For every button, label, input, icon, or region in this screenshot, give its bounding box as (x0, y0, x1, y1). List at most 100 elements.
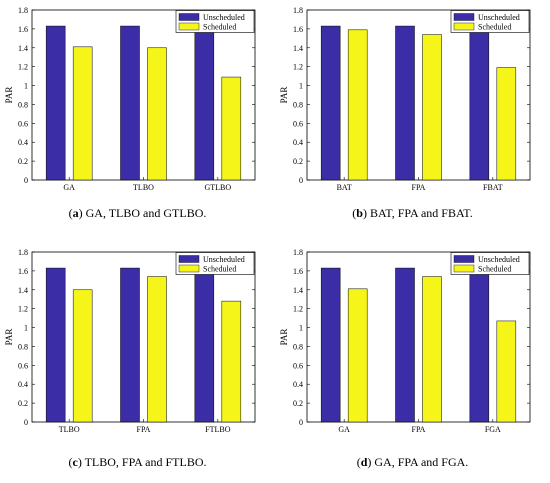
y-tick-label: 0.8 (293, 100, 303, 109)
y-tick-label: 1 (299, 324, 303, 333)
y-tick-label: 0 (24, 176, 28, 185)
y-tick-label: 1.6 (18, 25, 28, 34)
x-tick-label: FBAT (483, 183, 503, 192)
y-tick-label: 0 (24, 418, 28, 427)
x-tick-label: FPA (412, 425, 426, 434)
legend-swatch-scheduled (453, 264, 475, 273)
caption-text: GA, TLBO and GTLBO. (85, 206, 207, 220)
bar-scheduled-fpa (422, 34, 442, 181)
bar-scheduled-bat (347, 29, 368, 181)
legend-swatch-scheduled (453, 22, 475, 31)
x-tick-label: FTLBO (205, 425, 231, 434)
chart-panel-d: 0 0.2 0.4 0.6 0.8 1 1.2 1.4 1.6 1.8 PAR GA FPA FGA Uns… (275, 242, 550, 483)
y-tick-label: 1.4 (293, 44, 303, 53)
y-tick-label: 1.6 (293, 267, 303, 276)
x-tick-label: FPA (412, 183, 426, 192)
y-tick-label: 0.6 (18, 119, 28, 128)
x-tick-label: TLBO (133, 183, 154, 192)
legend-swatch-scheduled (178, 22, 200, 31)
x-tick-label: FPA (137, 425, 151, 434)
chart-b: 0 0.2 0.4 0.6 0.8 1 1.2 1.4 1.6 1.8 PAR BAT FPA FBAT U… (279, 6, 531, 192)
legend-swatch-scheduled (178, 264, 200, 273)
y-tick-label: 0.2 (293, 157, 303, 166)
plot-frame (306, 251, 531, 423)
y-tick-label: 1.2 (293, 305, 303, 314)
caption-tag: b (356, 206, 363, 220)
y-axis-label: PAR (279, 87, 289, 104)
legend-swatch-unscheduled (453, 255, 475, 263)
y-tick-label: 1.8 (293, 248, 303, 257)
y-axis-label: PAR (279, 329, 289, 346)
bar-unscheduled-tlbo (120, 25, 140, 181)
chart-panel-c: 0 0.2 0.4 0.6 0.8 1 1.2 1.4 1.6 1.8 PAR TLBO FPA FTLB… (0, 242, 275, 483)
bar-unscheduled-ga (45, 25, 66, 181)
y-tick-label: 0.8 (18, 100, 28, 109)
bar-scheduled-fbat (496, 67, 517, 181)
x-tick-label: GA (63, 183, 75, 192)
x-tick-label: BAT (337, 183, 352, 192)
y-tick-label: 1.4 (293, 286, 303, 295)
chart-d: 0 0.2 0.4 0.6 0.8 1 1.2 1.4 1.6 1.8 PAR GA FPA FGA Uns… (279, 248, 531, 434)
y-tick-label: 1.8 (18, 6, 28, 15)
bar-unscheduled-gtlbo (194, 25, 215, 181)
caption-a: (a) GA, TLBO and GTLBO. (68, 206, 207, 220)
y-tick-label: 0 (299, 418, 303, 427)
x-tick-label: FGA (485, 425, 501, 434)
y-axis-label: PAR (4, 329, 14, 346)
bar-unscheduled-fpa (395, 267, 415, 423)
bar-scheduled-fpa (422, 276, 442, 423)
y-tick-label: 0.2 (18, 399, 28, 408)
legend-label: Scheduled (478, 265, 511, 274)
y-tick-label: 1.4 (18, 44, 28, 53)
y-tick-label: 1 (24, 82, 28, 91)
y-tick-label: 0.6 (293, 119, 303, 128)
y-tick-label: 0.4 (18, 380, 28, 389)
caption-tag: c (72, 455, 78, 469)
bar-scheduled-tlbo (72, 289, 93, 423)
bar-unscheduled-tlbo (45, 267, 66, 423)
legend-label: Unscheduled (478, 13, 520, 22)
legend-label: Unscheduled (478, 255, 520, 264)
legend-label: Scheduled (478, 23, 511, 32)
plot-frame (31, 251, 256, 423)
y-tick-label: 0.8 (293, 342, 303, 351)
y-tick-label: 0.6 (18, 361, 28, 370)
bar-unscheduled-fpa (120, 267, 140, 423)
bar-unscheduled-fbat (469, 25, 490, 181)
y-tick-label: 0.2 (293, 399, 303, 408)
bar-scheduled-ftlbo (221, 300, 242, 423)
legend-label: Unscheduled (203, 255, 245, 264)
y-tick-label: 1.4 (18, 286, 28, 295)
legend-label: Scheduled (203, 265, 236, 274)
legend-label: Scheduled (203, 23, 236, 32)
bar-unscheduled-bat (320, 25, 341, 181)
y-tick-label: 0 (299, 176, 303, 185)
y-tick-label: 1 (24, 324, 28, 333)
bar-unscheduled-fpa (395, 25, 415, 181)
caption-text: BAT, FPA and FBAT. (369, 206, 473, 220)
y-tick-label: 0.2 (18, 157, 28, 166)
bar-scheduled-ga (72, 46, 93, 181)
bar-unscheduled-fga (469, 267, 490, 423)
y-tick-label: 0.4 (293, 138, 303, 147)
chart-c: 0 0.2 0.4 0.6 0.8 1 1.2 1.4 1.6 1.8 PAR TLBO FPA FTLB… (4, 248, 256, 434)
caption-text: TLBO, FPA and FTLBO. (84, 455, 207, 469)
y-tick-label: 1.2 (293, 63, 303, 72)
caption-tag: d (360, 455, 368, 469)
y-tick-label: 0.6 (293, 361, 303, 370)
legend-swatch-unscheduled (178, 13, 200, 21)
legend-label: Unscheduled (203, 13, 245, 22)
plot-frame (31, 9, 256, 181)
x-tick-label: GA (338, 425, 350, 434)
bar-scheduled-tlbo (147, 47, 167, 181)
y-tick-label: 1.2 (18, 305, 28, 314)
x-tick-label: GTLBO (204, 183, 231, 192)
legend-swatch-unscheduled (453, 13, 475, 21)
y-tick-label: 0.8 (18, 342, 28, 351)
legend-swatch-unscheduled (178, 255, 200, 263)
y-tick-label: 1.6 (18, 267, 28, 276)
